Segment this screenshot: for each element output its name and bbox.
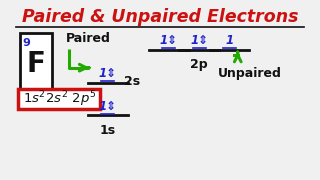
Text: 1⇕: 1⇕ (99, 100, 117, 113)
Text: 1: 1 (226, 34, 234, 48)
Text: Paired & Unpaired Electrons: Paired & Unpaired Electrons (22, 8, 298, 26)
FancyBboxPatch shape (20, 33, 52, 89)
Text: Unpaired: Unpaired (218, 67, 282, 80)
Text: 9: 9 (22, 38, 30, 48)
Text: 2s: 2s (124, 75, 140, 87)
Text: 1⇕: 1⇕ (190, 34, 208, 48)
Text: Paired: Paired (66, 32, 111, 45)
Text: 1⇕: 1⇕ (99, 67, 117, 80)
Text: F: F (27, 50, 45, 78)
Text: 1⇕: 1⇕ (160, 34, 178, 48)
Text: $1s^2 2s^2\ 2p^5$: $1s^2 2s^2\ 2p^5$ (22, 89, 96, 109)
Text: 2p: 2p (190, 58, 208, 71)
FancyBboxPatch shape (19, 89, 100, 109)
Text: 1s: 1s (100, 124, 116, 137)
